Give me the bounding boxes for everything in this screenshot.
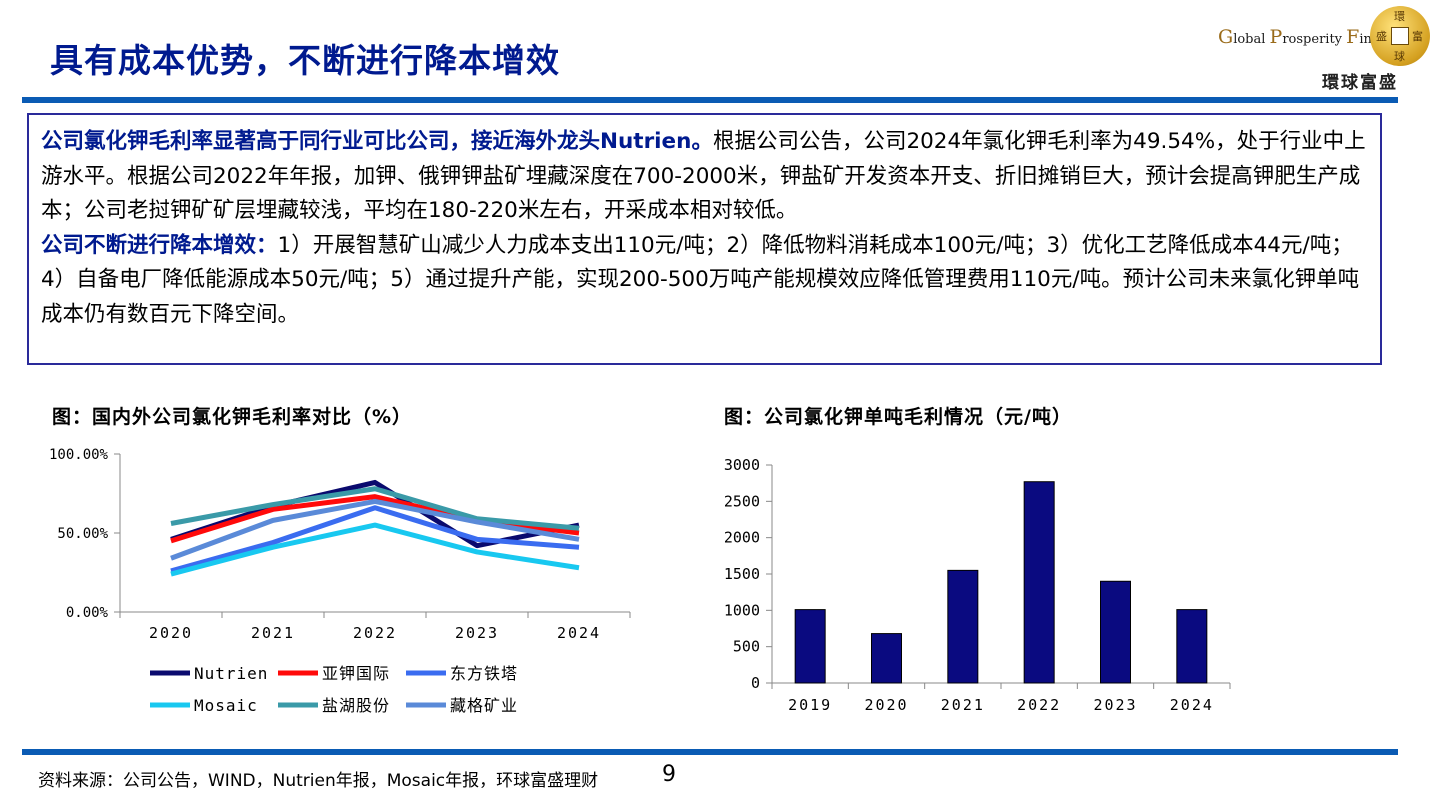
legend-label: 东方铁塔 bbox=[450, 664, 518, 683]
line-chart-title: 图：国内外公司氯化钾毛利率对比（%） bbox=[52, 406, 413, 428]
y-tick-label: 2500 bbox=[724, 492, 760, 510]
line-chart: 0.00% 50.00% 100.00% 2020 2021 2022 2023 2024 Nu… bbox=[49, 447, 631, 715]
legend-label: Mosaic bbox=[194, 696, 258, 715]
x-tick-label: 2023 bbox=[455, 624, 499, 642]
summary-text-1: 根据公司公告，公司2024年氯化钾毛利率为49.54%，处于行业中上游水平。根据… bbox=[41, 129, 1366, 223]
x-tick-label: 2021 bbox=[251, 624, 295, 642]
x-tick-label: 2022 bbox=[353, 624, 397, 642]
summary-box: 公司氯化钾毛利率显著高于同行业可比公司，接近海外龙头Nutrien。根据公司公告… bbox=[27, 113, 1382, 365]
series-line-东方铁塔 bbox=[170, 505, 580, 574]
series-line-藏格矿业 bbox=[170, 498, 580, 561]
x-tick-label: 2024 bbox=[1170, 696, 1214, 714]
bar-2020 bbox=[871, 633, 902, 684]
bar-2024 bbox=[1176, 609, 1208, 684]
page-number: 9 bbox=[662, 762, 676, 787]
coin-icon: 環 富 盛 球 bbox=[1370, 6, 1430, 66]
y-tick-label: 500 bbox=[733, 638, 760, 656]
source-note: 资料来源：公司公告，WIND，Nutrien年报，Mosaic年报，环球富盛理财 bbox=[38, 771, 599, 791]
y-tick-label: 1000 bbox=[724, 601, 760, 619]
bar-2023 bbox=[1100, 580, 1131, 684]
company-logo: Global Prosperity Financial 環球富盛 環 富 盛 球 bbox=[1212, 6, 1438, 93]
legend-label: 亚钾国际 bbox=[322, 664, 390, 683]
x-tick-label: 2019 bbox=[788, 696, 832, 714]
series-line-Nutrien bbox=[170, 479, 580, 549]
bar-2019 bbox=[794, 609, 826, 684]
bar-chart-title: 图：公司氯化钾单吨毛利情况（元/吨） bbox=[724, 406, 1072, 428]
series-line-Mosaic bbox=[170, 522, 580, 577]
bar-chart: 0 500 1000 1500 2000 2500 3000 2019 2020 2021 2022… bbox=[724, 456, 1231, 714]
y-tick-label: 3000 bbox=[724, 456, 760, 474]
x-tick-label: 2021 bbox=[941, 696, 985, 714]
y-tick-label: 100.00% bbox=[49, 447, 109, 463]
logo-chinese-name: 環球富盛 bbox=[1322, 73, 1398, 93]
x-tick-label: 2020 bbox=[149, 624, 193, 642]
bar-2021 bbox=[947, 569, 979, 684]
series-line-盐湖股份 bbox=[170, 486, 580, 531]
x-tick-label: 2022 bbox=[1017, 696, 1061, 714]
x-tick-label: 2023 bbox=[1093, 696, 1137, 714]
x-tick-label: 2024 bbox=[557, 624, 601, 642]
x-tick-label: 2020 bbox=[864, 696, 908, 714]
y-tick-label: 0 bbox=[751, 674, 760, 692]
legend-label: Nutrien bbox=[194, 664, 268, 683]
footer-divider bbox=[22, 749, 1398, 755]
series-line-亚钾国际 bbox=[170, 494, 580, 544]
bar-2022 bbox=[1023, 481, 1055, 684]
summary-heading-1: 公司氯化钾毛利率显著高于同行业可比公司，接近海外龙头Nutrien。 bbox=[41, 129, 713, 154]
y-tick-label: 1500 bbox=[724, 565, 760, 583]
summary-text-2: 1）开展智慧矿山减少人力成本支出110元/吨；2）降低物料消耗成本100元/吨；… bbox=[41, 232, 1360, 327]
header-divider bbox=[22, 97, 1398, 103]
y-tick-label: 50.00% bbox=[57, 526, 108, 542]
summary-heading-2: 公司不断进行降本增效： bbox=[41, 232, 278, 258]
y-tick-label: 0.00% bbox=[66, 605, 109, 621]
legend-label: 藏格矿业 bbox=[450, 696, 518, 715]
page-title: 具有成本优势，不断进行降本增效 bbox=[50, 41, 560, 80]
y-tick-label: 2000 bbox=[724, 529, 760, 547]
legend-label: 盐湖股份 bbox=[322, 696, 390, 715]
